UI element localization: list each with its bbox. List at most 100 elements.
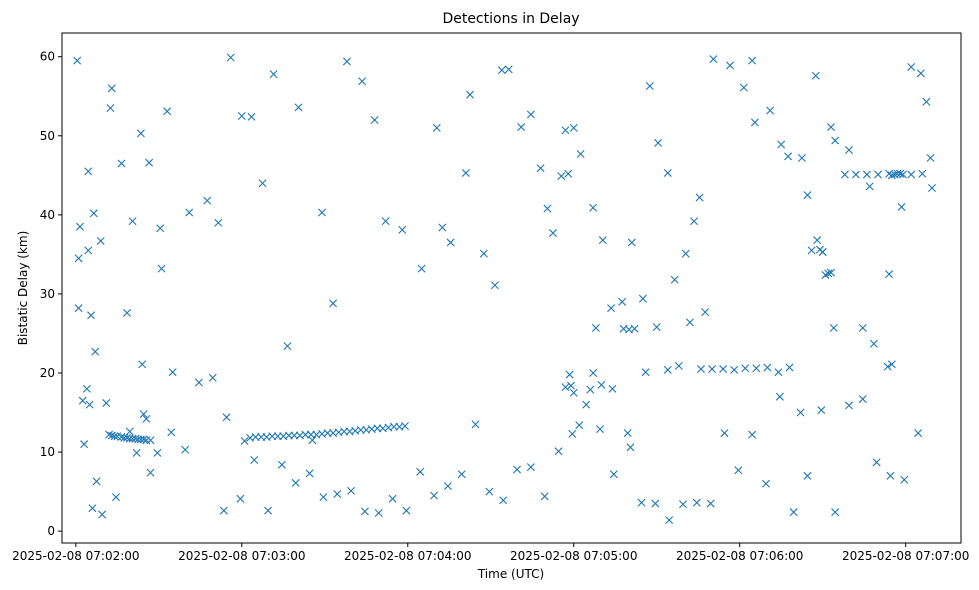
data-point xyxy=(685,318,694,327)
data-point xyxy=(214,218,223,227)
data-point xyxy=(886,471,895,480)
data-point xyxy=(443,482,452,491)
data-point xyxy=(663,365,672,374)
data-point xyxy=(652,323,661,332)
data-point xyxy=(696,365,705,374)
data-point xyxy=(679,500,687,509)
data-point xyxy=(651,499,660,508)
data-point xyxy=(536,164,545,173)
plot-area-frame xyxy=(61,32,962,544)
data-point xyxy=(142,414,151,423)
data-point xyxy=(74,304,83,313)
data-point xyxy=(638,294,647,303)
data-point xyxy=(360,507,369,516)
data-point xyxy=(554,447,563,456)
data-point xyxy=(291,478,300,487)
data-point xyxy=(813,236,822,245)
data-point xyxy=(750,118,759,127)
data-point xyxy=(626,443,635,452)
data-point xyxy=(858,323,867,332)
data-point xyxy=(709,55,718,64)
data-point xyxy=(132,448,141,457)
data-point xyxy=(163,107,172,116)
x-axis-label: Time (UTC) xyxy=(477,567,544,581)
data-point xyxy=(388,494,397,503)
data-point xyxy=(865,182,874,191)
data-point xyxy=(78,396,87,405)
data-point xyxy=(565,370,574,379)
x-tick-label: 2025-02-08 07:02:00 xyxy=(12,549,139,563)
data-point xyxy=(87,311,96,320)
data-point xyxy=(719,365,728,374)
data-point xyxy=(208,373,217,382)
data-point xyxy=(236,494,245,503)
data-point xyxy=(156,224,165,233)
data-point xyxy=(358,77,367,86)
data-point xyxy=(654,138,663,147)
data-point xyxy=(739,83,748,92)
data-point xyxy=(75,222,84,231)
data-point xyxy=(618,297,627,306)
data-point xyxy=(869,339,878,348)
data-point xyxy=(181,445,190,454)
data-point xyxy=(401,421,409,430)
data-point xyxy=(84,167,93,176)
x-tick-label: 2025-02-08 07:06:00 xyxy=(676,549,803,563)
data-point xyxy=(851,170,860,179)
data-point xyxy=(557,172,566,181)
data-point xyxy=(499,496,508,505)
data-point xyxy=(490,281,499,290)
data-point xyxy=(609,470,618,479)
data-point xyxy=(461,168,470,177)
data-point xyxy=(645,81,654,90)
data-point xyxy=(897,202,906,211)
data-point xyxy=(858,395,867,404)
data-point xyxy=(398,225,407,234)
data-point xyxy=(766,106,775,115)
data-point xyxy=(840,170,849,179)
data-point xyxy=(748,56,757,65)
data-point xyxy=(576,149,585,158)
data-point xyxy=(526,110,535,119)
data-point xyxy=(844,146,853,155)
y-tick-label: 50 xyxy=(40,129,55,143)
data-point xyxy=(513,465,522,474)
data-point xyxy=(222,413,231,422)
y-tick-label: 40 xyxy=(40,208,55,222)
data-point xyxy=(695,193,704,202)
data-point xyxy=(916,69,925,78)
y-tick-label: 30 xyxy=(40,287,55,301)
data-point xyxy=(98,510,107,519)
data-point xyxy=(258,179,267,188)
y-tick-label: 20 xyxy=(40,366,55,380)
data-point xyxy=(761,479,770,488)
data-point xyxy=(438,223,447,232)
data-point xyxy=(708,365,717,374)
data-point xyxy=(145,158,154,167)
data-point xyxy=(92,477,101,486)
data-point xyxy=(432,123,441,132)
data-point xyxy=(430,491,439,500)
data-point xyxy=(591,323,600,332)
data-point xyxy=(543,204,552,213)
data-point xyxy=(670,275,679,284)
data-point xyxy=(922,97,931,106)
data-point xyxy=(586,385,595,394)
data-point xyxy=(88,504,97,513)
data-point xyxy=(803,471,812,480)
data-point xyxy=(370,115,379,124)
data-point xyxy=(784,152,793,161)
data-point xyxy=(89,209,98,218)
data-point xyxy=(111,493,120,502)
data-point xyxy=(900,475,909,484)
data-point xyxy=(146,436,155,445)
data-point xyxy=(203,196,212,205)
data-point xyxy=(926,153,935,162)
data-point xyxy=(381,217,390,226)
data-point xyxy=(318,208,327,217)
data-point xyxy=(807,246,816,255)
data-point xyxy=(625,325,634,334)
data-point xyxy=(549,229,557,238)
data-point xyxy=(803,191,812,200)
data-point xyxy=(681,249,690,258)
